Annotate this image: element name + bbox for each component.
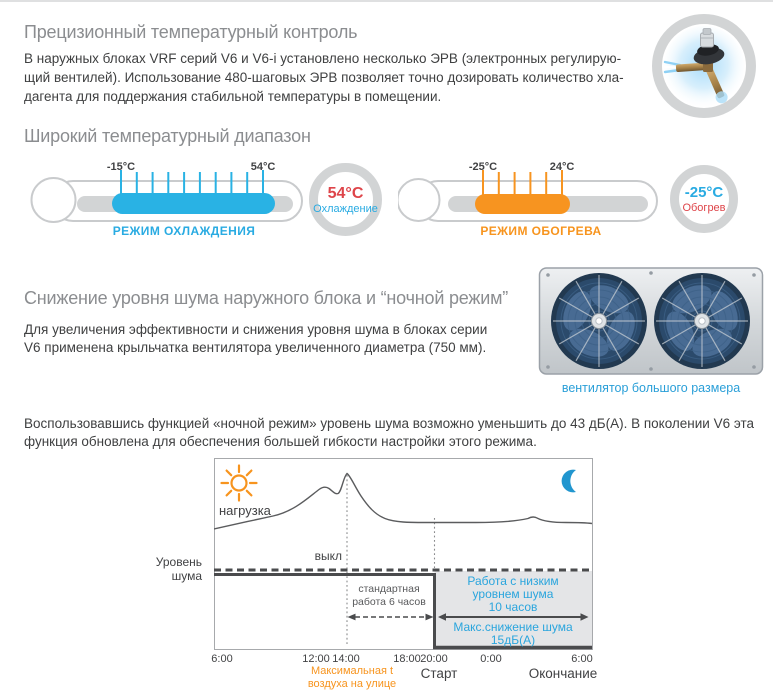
valve-cap [700, 28, 714, 48]
heating-badge-value: -25°C [684, 184, 724, 201]
heating-ticks [482, 170, 563, 198]
end-label: Окончание [528, 666, 598, 681]
text-line: шума [171, 568, 202, 583]
chart-border [214, 458, 593, 650]
text-line: щий вентилей). Использование 480-шаговых… [24, 70, 624, 85]
top-divider [0, 0, 773, 2]
fan-left [551, 273, 647, 369]
cooling-fill [112, 193, 275, 214]
section-heading-range: Широкий температурный диапазон [24, 126, 311, 146]
off-label: выкл [314, 549, 342, 563]
heating-max-label: 24°C [549, 161, 575, 173]
heating-mode-label: РЕЖИМ ОБОГРЕВА [480, 224, 602, 238]
thermometer-bulb [30, 177, 77, 223]
load-curve [214, 472, 593, 530]
section-heading-noise: Снижение уровня шума наружного блока и “… [24, 288, 509, 308]
horizontal-pipe [675, 62, 711, 72]
text-line: уровнем шума [472, 587, 554, 601]
heating-fill [475, 194, 570, 214]
heating-min-label: -25°C [468, 161, 498, 173]
text-line: Воспользовавшись функцией «ночной режим»… [24, 416, 754, 431]
text-line: дагента для поддержания стабильной темпе… [24, 89, 442, 104]
text-line: стандартная [358, 583, 420, 595]
low-noise-arrow [438, 613, 589, 621]
x-label-1800: 18:00 [393, 653, 421, 665]
x-label-0000: 0:00 [480, 653, 502, 665]
cooling-badge-value: 54°C [327, 184, 364, 202]
cooling-thermometer [30, 170, 303, 223]
heating-thermometer [398, 170, 658, 222]
text-line: 10 часов [488, 600, 538, 614]
text-line: Уровень [155, 555, 202, 569]
noise-paragraph: Для увеличения эффективности и снижения … [24, 321, 487, 357]
moon-icon [561, 469, 576, 493]
cooling-mode-label: РЕЖИМ ОХЛАЖДЕНИЯ [112, 224, 256, 238]
fan-screws [546, 271, 756, 371]
precision-paragraph: В наружных блоках VRF серий V6 и V6-i ус… [24, 49, 624, 106]
text-line: работа 6 часов [352, 596, 426, 608]
x-label-1400: 14:00 [332, 653, 360, 665]
text-line: функция обновлена для обеспечения больше… [24, 434, 537, 449]
fan-right [654, 273, 750, 369]
diagonal-pipe [706, 68, 728, 104]
erv-valve-badge [652, 14, 756, 118]
noise-reduction-label: Макс.снижение шума 15дБ(А) [433, 621, 593, 647]
standard-operation-label: стандартная работа 6 часов [329, 583, 449, 609]
noise-level-label: Уровень шума [136, 555, 202, 583]
text-line: Для увеличения эффективности и снижения … [24, 322, 488, 337]
cooling-badge-caption: Охлаждение [313, 202, 378, 215]
heating-badge: -25°C Обогрев [670, 165, 738, 233]
heating-badge-caption: Обогрев [682, 202, 726, 214]
start-label: Старт [420, 666, 458, 681]
expansion-valve-icon [662, 26, 744, 106]
cooling-ticks [120, 170, 264, 198]
section-heading-precision: Прецизионный температурный контроль [24, 22, 358, 42]
low-noise-region [434, 571, 592, 648]
x-label-0600: 6:00 [211, 653, 233, 665]
text-line: V6 применена крыльчатка вентилятора увел… [24, 340, 487, 355]
load-label: нагрузка [219, 503, 271, 518]
text-line: Работа с низким [467, 574, 559, 588]
text-line: Максимальная t [310, 665, 394, 677]
x-label-0600-end: 6:00 [571, 653, 593, 665]
text-line: Макс.снижение шума [453, 620, 573, 634]
fan-caption: вентилятор большого размера [561, 381, 741, 395]
cooling-max-label: 54°C [250, 161, 276, 173]
standard-arrow [347, 613, 434, 621]
low-noise-label: Работа с низким уровнем шума 10 часов [433, 575, 593, 614]
cooling-min-label: -15°C [106, 161, 136, 173]
thermometer-bulb [398, 178, 441, 222]
x-label-2000: 20:00 [420, 653, 448, 665]
cooling-badge: 54°C Охлаждение [309, 163, 382, 236]
text-line: В наружных блоках VRF серий V6 и V6-i ус… [24, 51, 622, 66]
text-line: 15дБ(А) [490, 633, 536, 647]
max-temp-label: Максимальная t воздуха на улице [292, 665, 412, 691]
night-mode-chart [214, 458, 593, 650]
big-fan-image [538, 267, 764, 375]
text-line: воздуха на улице [307, 678, 397, 690]
sun-icon [220, 464, 258, 502]
night-mode-paragraph: Воспользовавшись функцией «ночной режим»… [24, 415, 754, 451]
x-label-1200: 12:00 [302, 653, 330, 665]
